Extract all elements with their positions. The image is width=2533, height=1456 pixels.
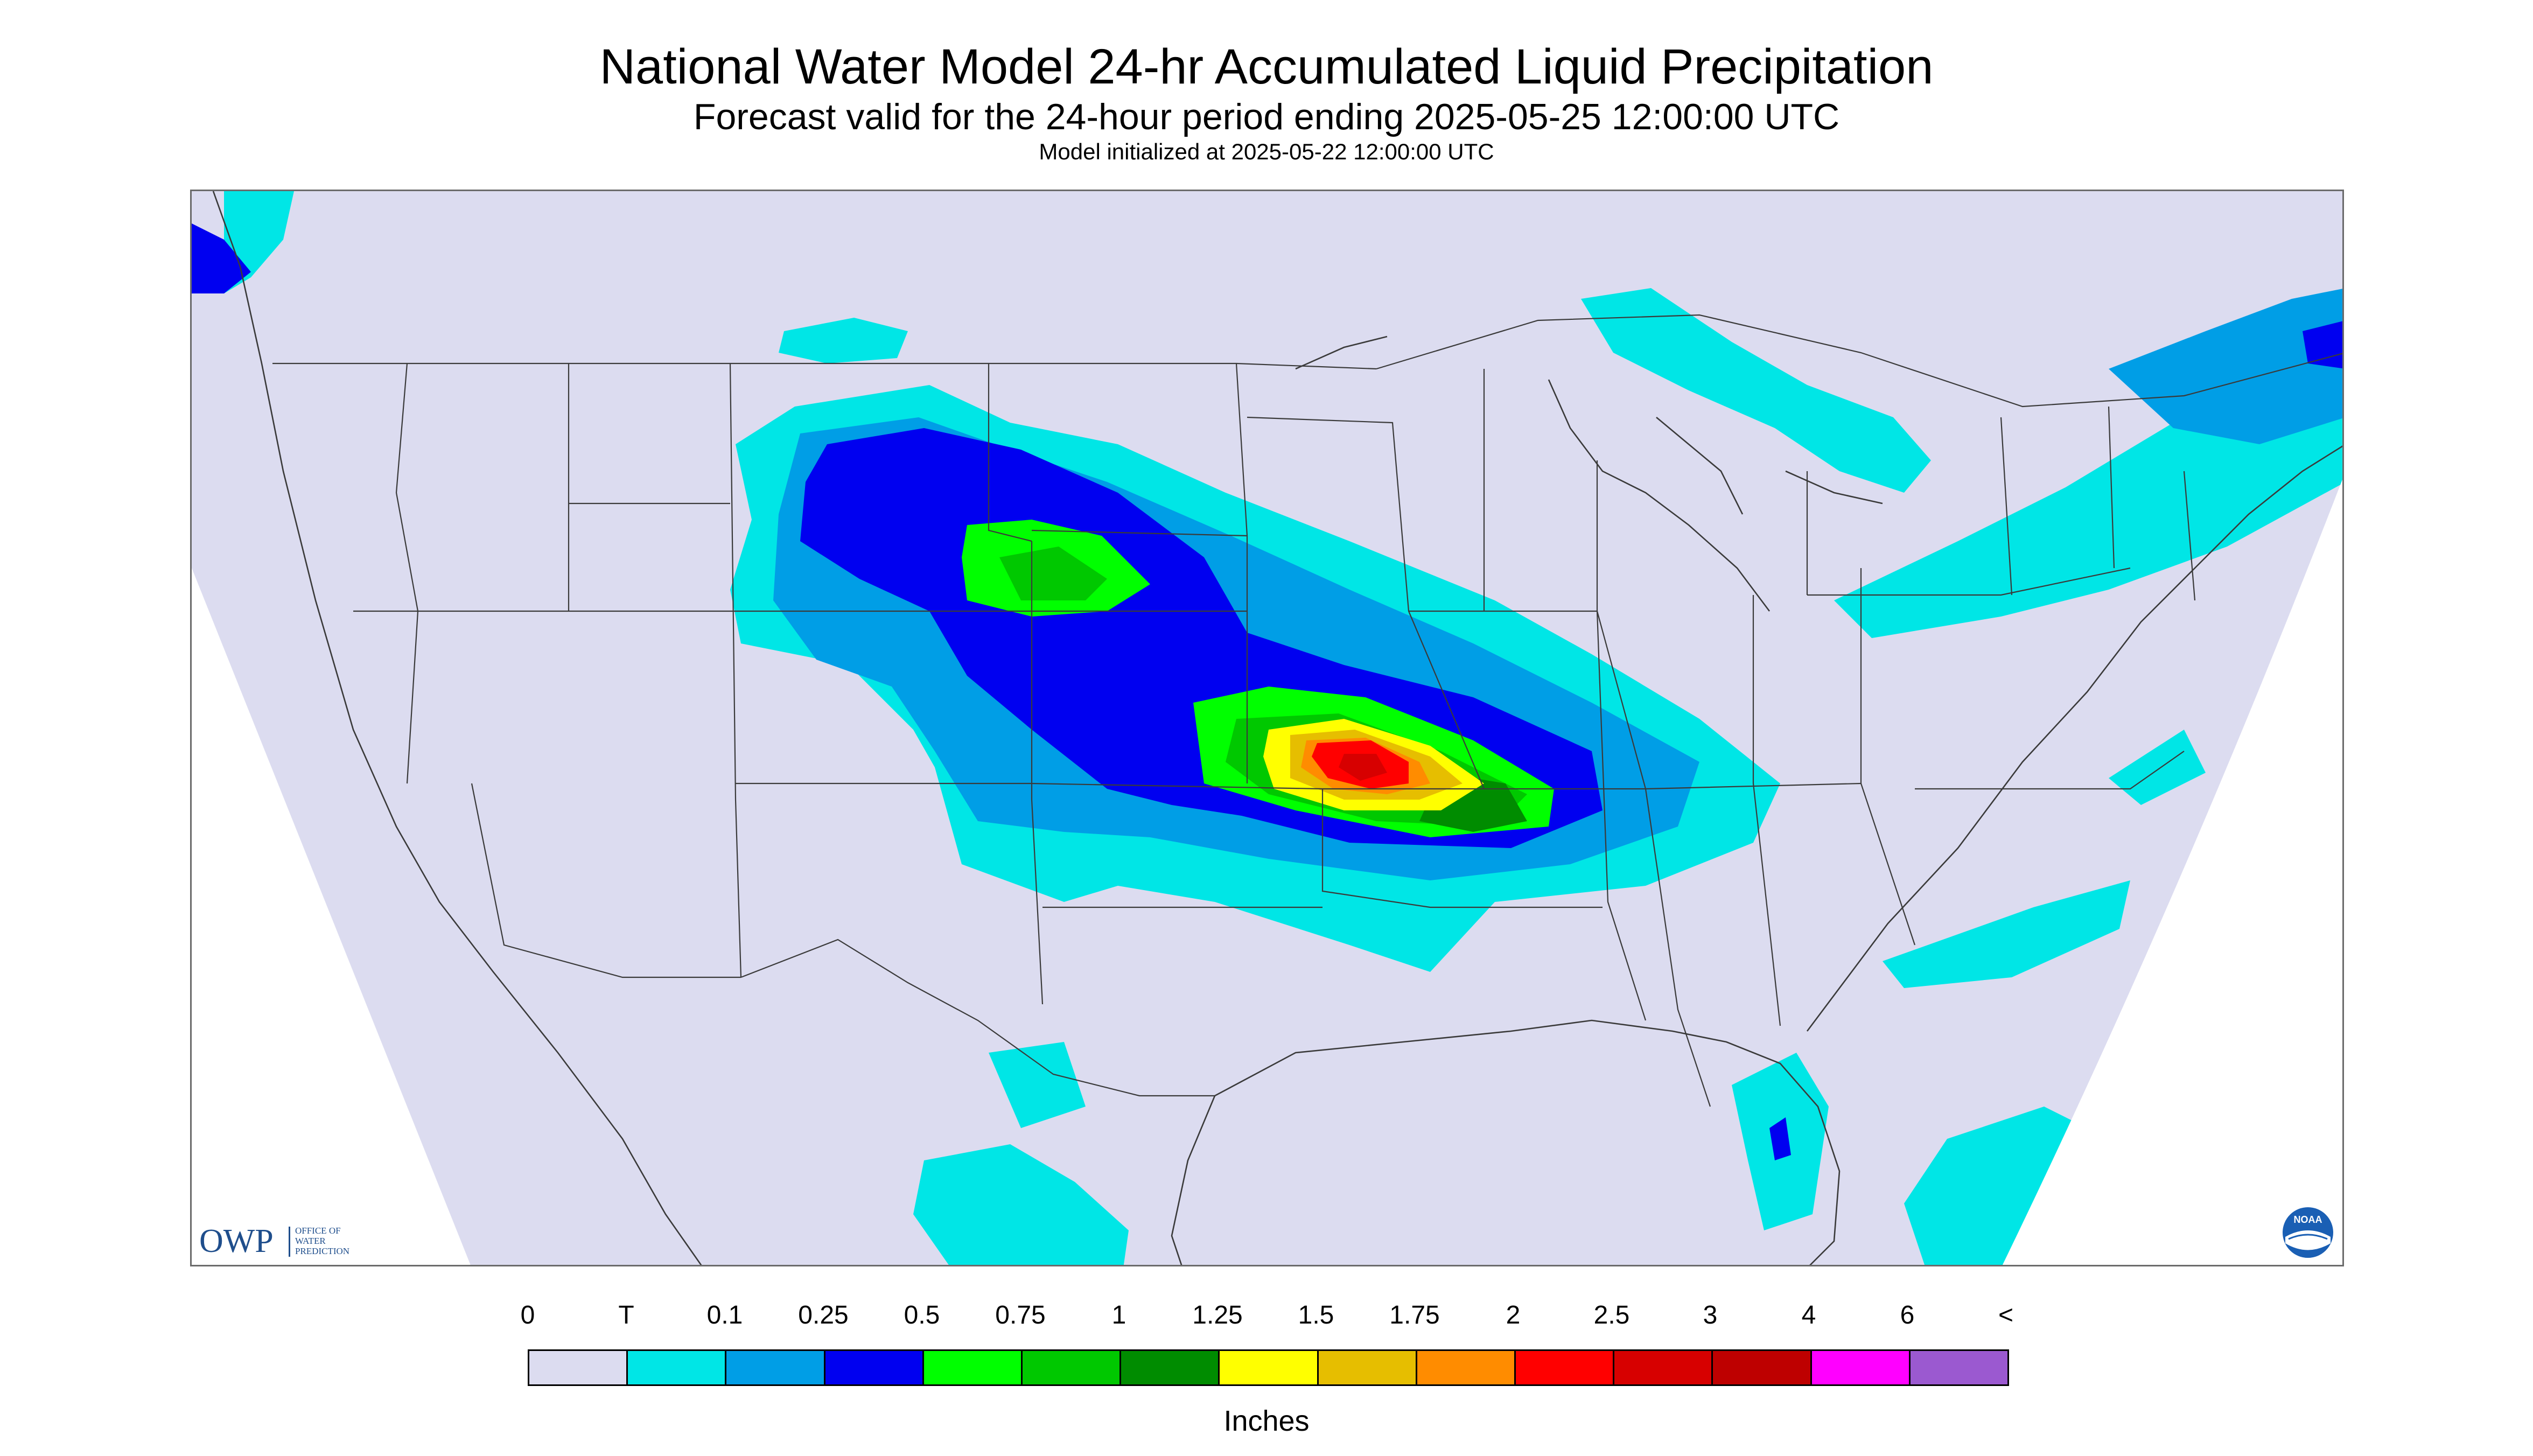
precip-0-75-wyoming (999, 547, 1107, 600)
precip-2-5 (1339, 754, 1387, 781)
precip-0-25-northwest (192, 223, 251, 293)
legend-tick-label: 2.5 (1593, 1301, 1630, 1329)
legend-swatch (1516, 1351, 1615, 1384)
legend-colorbar (528, 1349, 2009, 1386)
precip-trace-bahamas (1904, 1107, 2109, 1265)
noaa-logo-text: NOAA (2294, 1214, 2322, 1225)
legend-tick-label: 3 (1703, 1301, 1718, 1329)
legend-tick-label: 0.1 (706, 1301, 743, 1329)
legend-tick-label: 0.5 (904, 1301, 940, 1329)
legend-tick-label: 2 (1506, 1301, 1521, 1329)
owp-logo-line: WATER (295, 1236, 326, 1246)
legend-swatch (628, 1351, 727, 1384)
legend-tick-label: 1 (1111, 1301, 1126, 1329)
owp-logo: OWP OFFICE OF WATER PREDICTION (199, 1222, 377, 1260)
legend-swatch (1910, 1351, 2008, 1384)
legend-units-label: Inches (1223, 1405, 1310, 1437)
legend-tick-label: 1.5 (1298, 1301, 1334, 1329)
legend-swatch (1713, 1351, 1812, 1384)
legend-tick-label: 1.75 (1389, 1301, 1440, 1329)
owp-logo-line: PREDICTION (295, 1246, 350, 1256)
outside-domain (192, 479, 2342, 1265)
owp-logo-line: OFFICE OF (295, 1226, 341, 1236)
legend-tick-label: 1.25 (1192, 1301, 1243, 1329)
legend-swatch (1318, 1351, 1417, 1384)
precipitation-map: OWP OFFICE OF WATER PREDICTION NOAA (190, 190, 2344, 1266)
precip-trace-nw-blob (779, 318, 908, 363)
legend-swatch (1417, 1351, 1516, 1384)
precip-trace-northeast (1834, 300, 2342, 638)
legend-swatch (923, 1351, 1023, 1384)
legend-tick-label: 0 (520, 1301, 535, 1329)
legend-tick-label: 6 (1900, 1301, 1915, 1329)
coastlines (212, 191, 2342, 1265)
owp-logo-subtext: OFFICE OF WATER PREDICTION (295, 1226, 349, 1256)
legend-tick-labels: 0 T 0.1 0.25 0.5 0.75 1 1.25 1.5 1.75 2 2.5 3 4 6 < (521, 1300, 2014, 1333)
legend-tick-label: 0.75 (995, 1301, 1046, 1329)
precip-trace-mexico-2 (989, 1042, 1086, 1128)
precip-trace-carolina (2109, 730, 2206, 805)
legend-swatch (1614, 1351, 1713, 1384)
precip-trace-atlantic (1883, 880, 2130, 988)
map-title: National Water Model 24-hr Accumulated L… (599, 39, 1934, 94)
legend-tick-label: < (1998, 1301, 2014, 1329)
legend-swatch (529, 1351, 628, 1384)
legend-tick-label: 0.25 (798, 1301, 849, 1329)
precip-trace-mexico (913, 1144, 1129, 1265)
legend-swatch (1023, 1351, 1122, 1384)
legend-tick-label: 4 (1801, 1301, 1816, 1329)
precip-trace-great-lakes (1581, 288, 1931, 493)
owp-logo-text: OWP (199, 1223, 274, 1259)
map-canvas (192, 191, 2342, 1265)
legend-swatch (1220, 1351, 1319, 1384)
legend-swatch (1811, 1351, 1911, 1384)
legend-swatch (825, 1351, 924, 1384)
forecast-valid-subtitle: Forecast valid for the 24-hour period en… (693, 96, 1840, 137)
noaa-logo: NOAA (2282, 1206, 2334, 1259)
legend-swatch (1121, 1351, 1220, 1384)
owp-logo-divider (289, 1227, 290, 1257)
state-boundaries (272, 314, 2342, 1107)
legend-swatch (726, 1351, 825, 1384)
precip-0-25-florida (1769, 1117, 1791, 1160)
model-init-text: Model initialized at 2025-05-22 12:00:00… (1039, 139, 1494, 164)
legend-tick-label: T (618, 1301, 634, 1329)
precip-0-1-northeast (2109, 289, 2342, 444)
